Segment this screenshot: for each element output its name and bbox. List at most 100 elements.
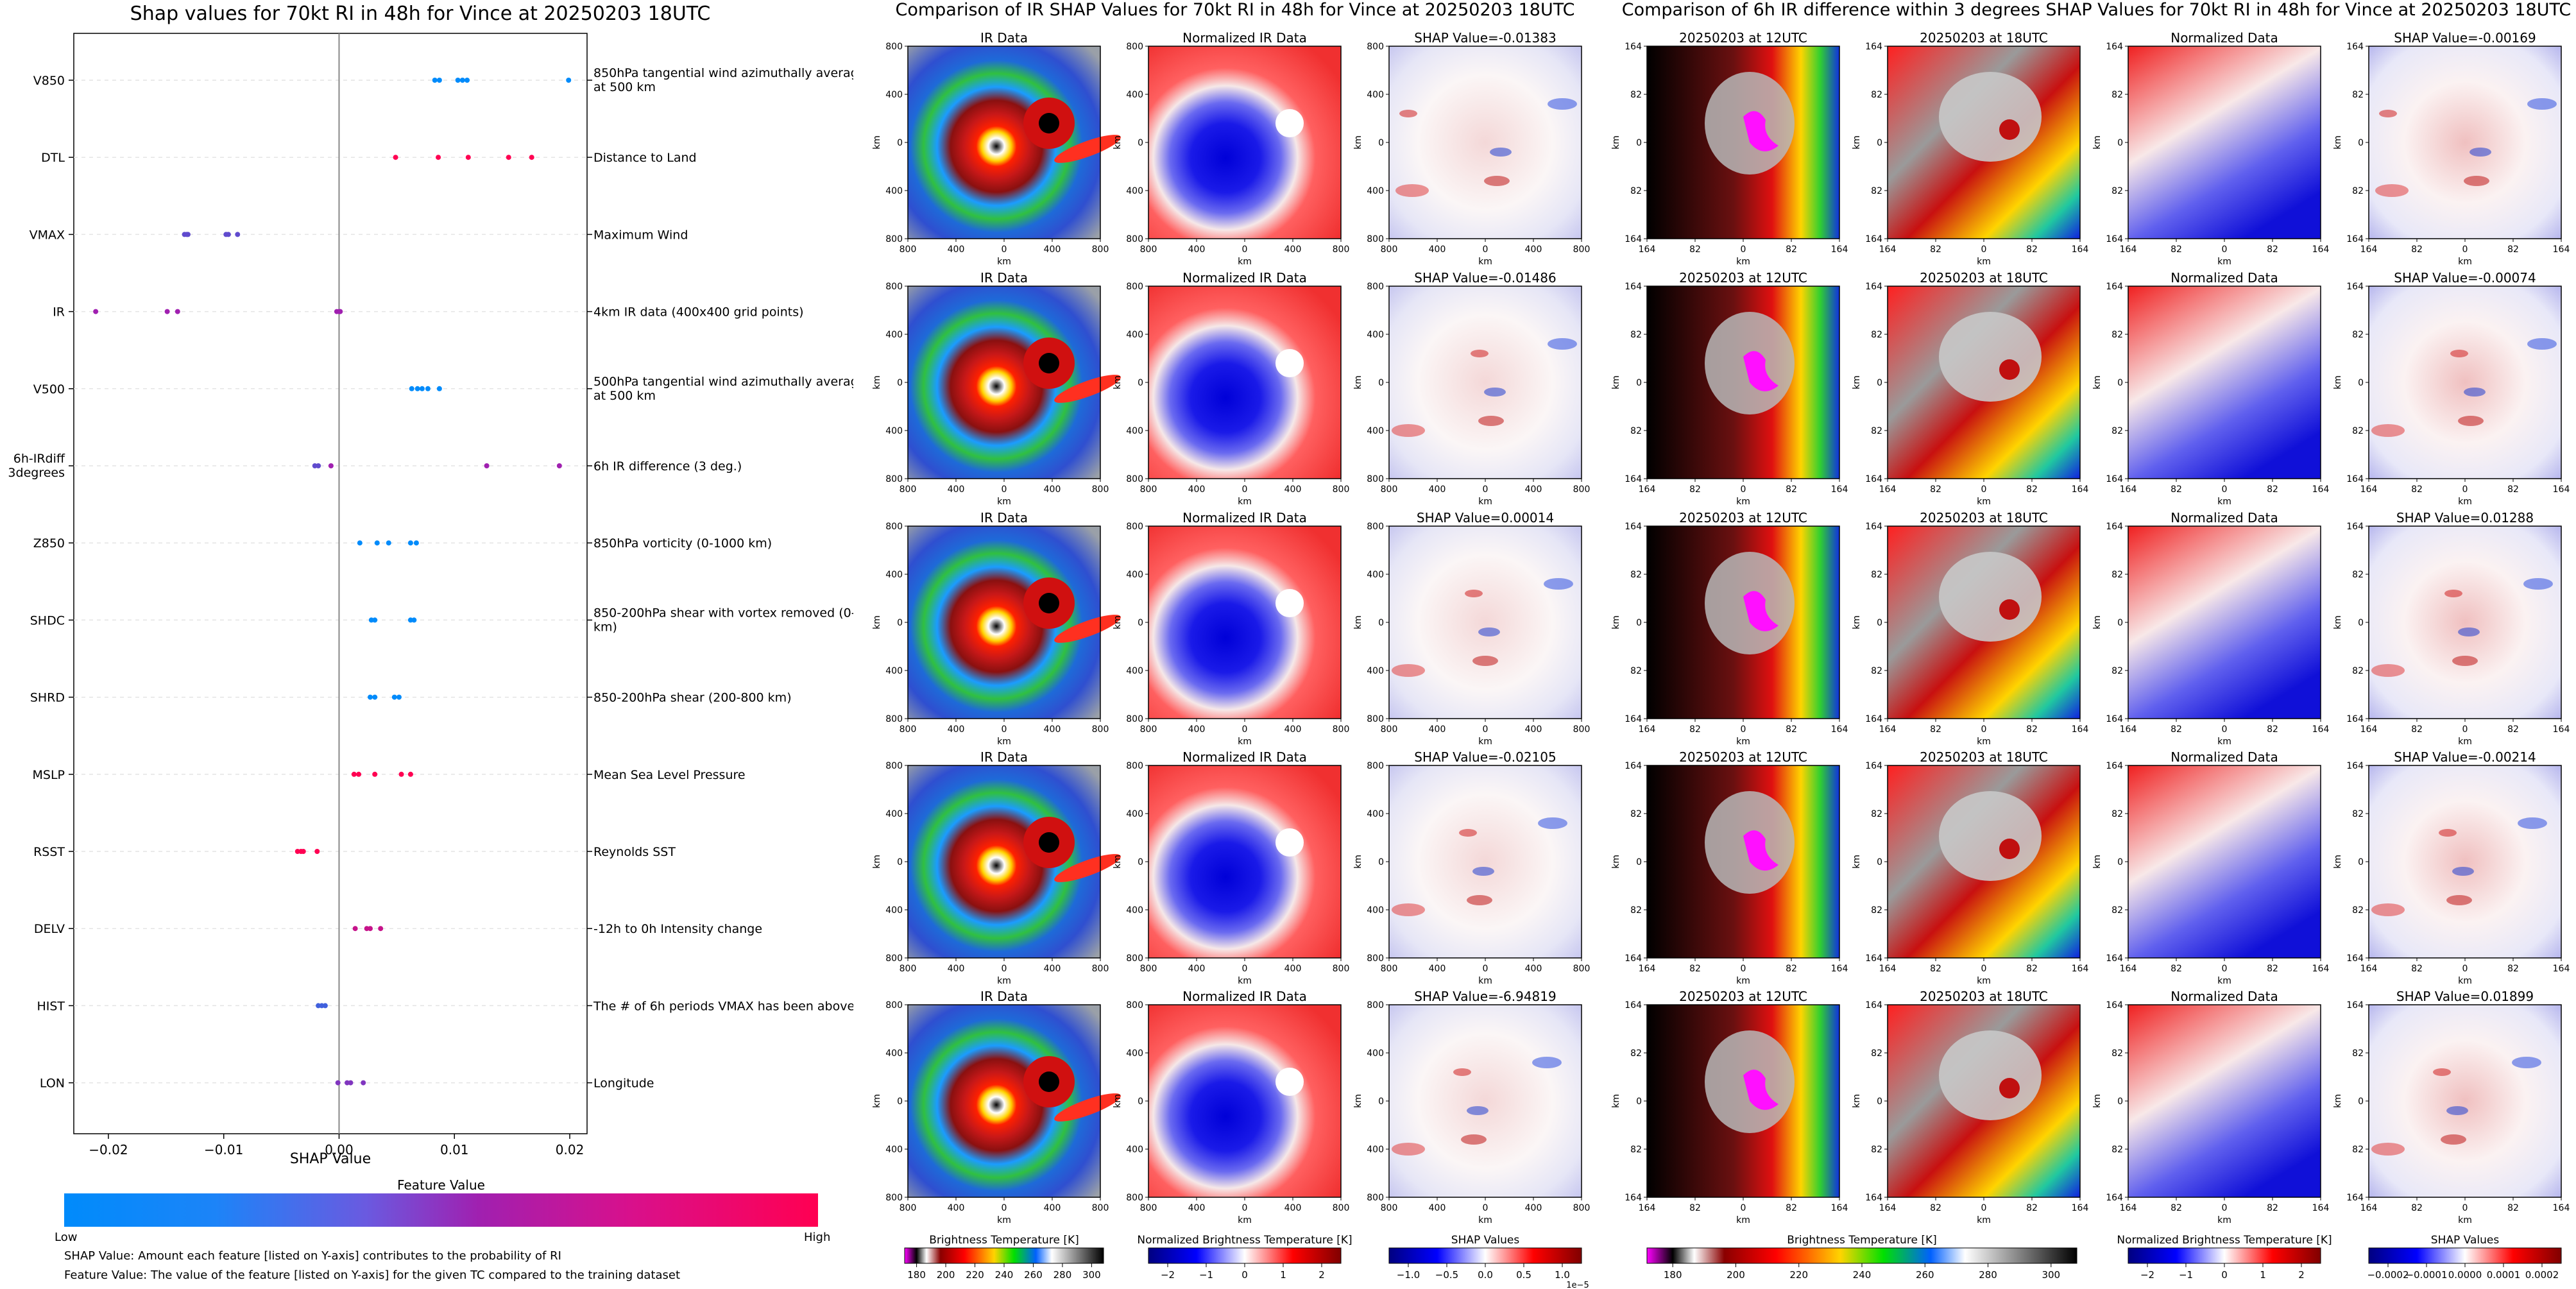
x-tick-label: 400: [1044, 1203, 1061, 1213]
y-tick-label: 400: [885, 666, 903, 676]
colorbar-tick-label: 280: [1053, 1269, 1072, 1281]
y-tick-label: 82: [1630, 330, 1642, 340]
y-tick-label: 164: [2106, 474, 2123, 484]
y-tick-label: 164: [1865, 42, 1882, 52]
y-tick-label: 164: [1865, 1193, 1882, 1203]
y-tick-label: 164: [2346, 234, 2364, 244]
colorbar-tick-label: 1: [1280, 1269, 1286, 1281]
y-tick-label: 0: [1877, 618, 1882, 628]
y-tick-label: 82: [1871, 1145, 1882, 1155]
feature-label: SHDC: [30, 613, 65, 627]
y-tick-label: 82: [1871, 905, 1882, 916]
x-tick-label: 800: [1333, 724, 1350, 735]
x-tick-label: 800: [900, 1203, 917, 1213]
x-tick-label: 0: [1242, 964, 1248, 974]
x-tick-label: 0: [1483, 484, 1488, 495]
colorbar-tick-label: 300: [1082, 1269, 1101, 1281]
y-tick-label: 164: [1865, 761, 1882, 771]
panel-title: 20250203 at 18UTC: [1920, 270, 2048, 286]
colorbar-tick-label: 220: [1789, 1269, 1808, 1281]
x-tick-label: 400: [948, 964, 965, 974]
shap-point: [361, 1080, 366, 1086]
shap-point: [351, 771, 357, 777]
y-tick-label: 0: [2117, 857, 2123, 867]
y-tick-label: 400: [1126, 666, 1143, 676]
shap-blob: [2464, 388, 2486, 397]
x-tick-label: 0: [1981, 1203, 1987, 1213]
panel-title: Normalized Data: [2171, 749, 2278, 765]
y-tick-label: 800: [885, 474, 903, 484]
y-axis-label: km: [1353, 375, 1363, 389]
shap-blob: [2452, 867, 2474, 876]
panel-image: [2128, 46, 2321, 239]
colorbar-tick-label: 0.0000: [2448, 1269, 2482, 1281]
y-tick-label: 0: [1636, 618, 1642, 628]
feature-colorbar-title: Feature Value: [397, 1177, 485, 1193]
y-tick-label: 0: [1138, 1097, 1143, 1107]
x-axis-label: km: [1736, 976, 1750, 986]
x-tick-label: 0: [1981, 964, 1987, 974]
y-tick-label: 0: [1636, 857, 1642, 867]
y-tick-label: 800: [885, 1193, 903, 1203]
x-tick-label: 164: [1879, 1203, 1897, 1213]
x-axis-label: km: [1478, 737, 1492, 747]
storm-eye: [1039, 1071, 1059, 1092]
y-tick-label: 82: [1630, 90, 1642, 100]
x-axis-label: km: [1977, 1215, 1991, 1225]
colorbar-tick-label: −1: [2179, 1269, 2193, 1281]
x-tick-label: 800: [1333, 484, 1350, 495]
x-tick-label: 400: [1044, 964, 1061, 974]
feature-label: LON: [40, 1077, 65, 1091]
y-tick-label: 82: [1871, 186, 1882, 196]
storm-eye: [1999, 1078, 2020, 1098]
x-tick-label: 800: [1333, 1203, 1350, 1213]
x-tick-label: 800: [1573, 244, 1591, 255]
shap-point: [484, 463, 490, 468]
y-tick-label: 82: [1630, 186, 1642, 196]
y-tick-label: 164: [1625, 42, 1642, 52]
x-axis-label: km: [1478, 497, 1492, 507]
y-axis-label: km: [872, 615, 882, 629]
x-tick-label: 400: [1525, 484, 1542, 495]
y-tick-label: 800: [1126, 761, 1143, 771]
x-axis-label: km: [2458, 737, 2472, 747]
colorbar-tick-label: −1: [1199, 1269, 1213, 1281]
y-tick-label: 0: [1636, 378, 1642, 388]
x-tick-label: 82: [2507, 724, 2519, 735]
x-tick-label: 0: [1483, 1203, 1488, 1213]
shap-point: [425, 386, 431, 391]
shap-point: [409, 386, 414, 391]
panel-title: 20250203 at 12UTC: [1679, 510, 1807, 525]
x-tick-label: 0: [2462, 724, 2468, 735]
panel-title: Normalized Data: [2171, 989, 2278, 1004]
note-shap-value: SHAP Value: Amount each feature [listed …: [64, 1249, 561, 1263]
y-tick-label: 400: [1126, 330, 1143, 340]
x-axis-label: km: [2217, 497, 2231, 507]
feature-description: Mean Sea Level Pressure: [593, 768, 746, 782]
x-tick-label: 164: [1639, 244, 1656, 255]
shap-blob: [1471, 350, 1488, 357]
panel-title: 20250203 at 18UTC: [1920, 989, 2048, 1004]
y-tick-label: 400: [1367, 905, 1384, 916]
x-tick-label: 400: [1429, 964, 1446, 974]
panel-title: SHAP Value=-0.00214: [2394, 749, 2536, 765]
y-tick-label: 800: [1367, 522, 1384, 532]
panel-title: 20250203 at 12UTC: [1679, 749, 1807, 765]
x-tick-label: 82: [2026, 724, 2038, 735]
x-tick-label: 164: [2360, 484, 2378, 495]
y-tick-label: 800: [1367, 474, 1384, 484]
x-tick-label: 800: [1140, 244, 1157, 255]
x-tick-label: 400: [1188, 1203, 1206, 1213]
x-tick-label: 800: [1573, 1203, 1591, 1213]
panel-image: [2128, 286, 2321, 479]
x-tick-label: 400: [1429, 724, 1446, 735]
x-tick-label: 800: [900, 484, 917, 495]
y-tick-label: 82: [2111, 426, 2123, 436]
y-tick-label: 400: [1126, 570, 1143, 580]
bottom-colorbar: Brightness Temperature [K] 180 200 220 240 26…: [904, 1234, 1104, 1281]
